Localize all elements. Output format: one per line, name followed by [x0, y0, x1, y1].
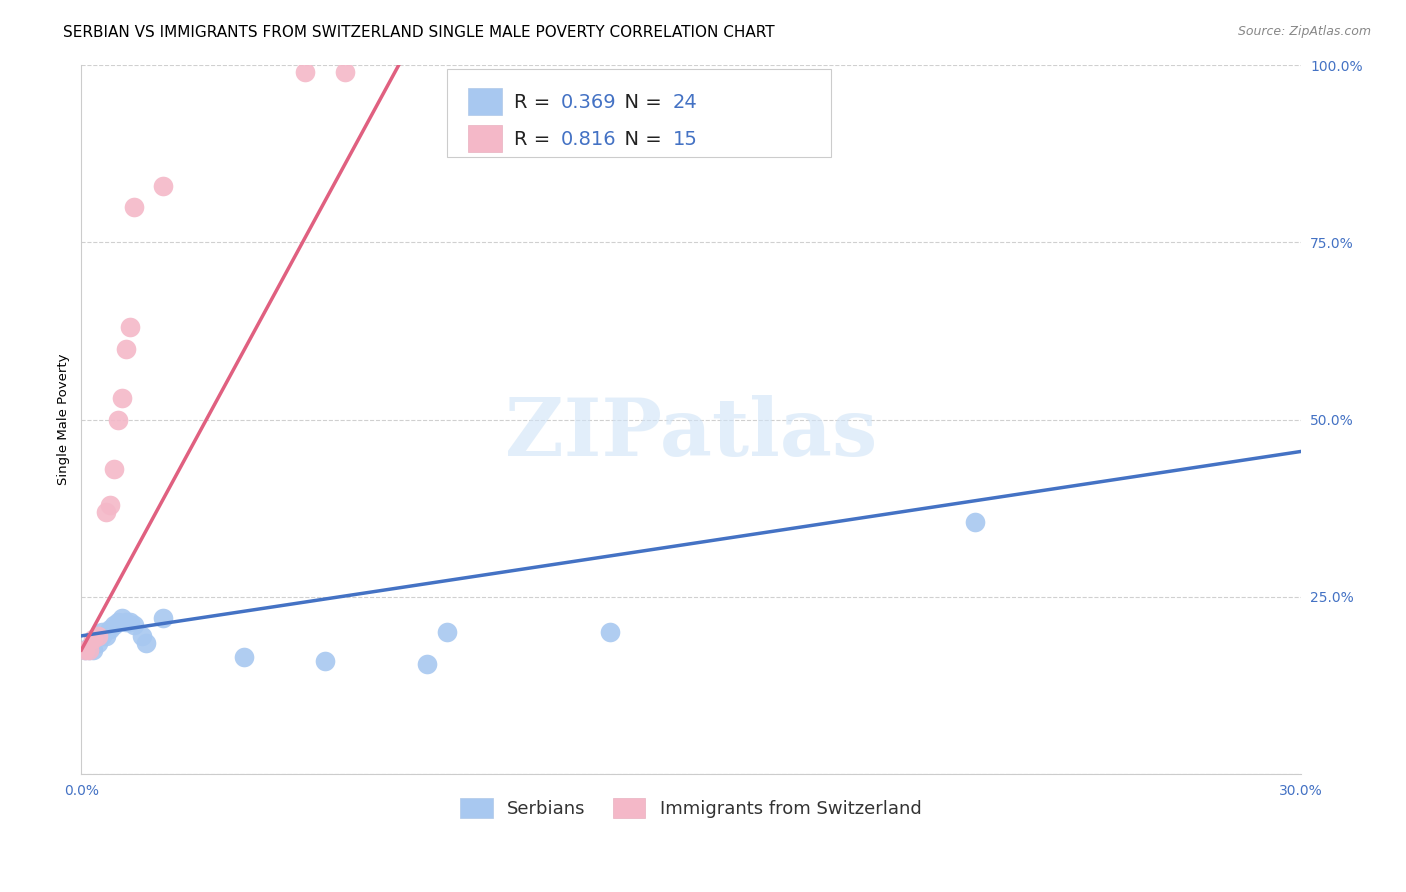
- Point: [103, 618, 125, 632]
- Point: [79, 643, 101, 657]
- Text: Source: ZipAtlas.com: Source: ZipAtlas.com: [1237, 25, 1371, 38]
- Point: [82, 632, 104, 647]
- Text: R =: R =: [515, 129, 557, 149]
- Point: [314, 654, 336, 668]
- Text: 24: 24: [672, 93, 697, 112]
- Y-axis label: Single Male Poverty: Single Male Poverty: [58, 354, 70, 485]
- Point: [135, 636, 157, 650]
- Point: [335, 65, 357, 79]
- Point: [115, 342, 138, 356]
- Text: N =: N =: [612, 93, 668, 112]
- Point: [436, 625, 458, 640]
- Point: [107, 412, 129, 426]
- Point: [232, 650, 254, 665]
- Point: [86, 636, 108, 650]
- Text: ZIPatlas: ZIPatlas: [505, 395, 877, 473]
- Point: [120, 615, 142, 629]
- Text: 0.369: 0.369: [561, 93, 616, 112]
- Point: [111, 392, 134, 406]
- Point: [152, 178, 174, 193]
- Text: 0.816: 0.816: [561, 129, 616, 149]
- Point: [122, 618, 145, 632]
- Point: [152, 611, 174, 625]
- Point: [90, 629, 112, 643]
- Text: N =: N =: [612, 129, 668, 149]
- Point: [965, 516, 987, 530]
- FancyBboxPatch shape: [468, 125, 502, 152]
- Text: 15: 15: [672, 129, 697, 149]
- Point: [82, 643, 104, 657]
- Point: [111, 611, 134, 625]
- Point: [98, 498, 121, 512]
- Point: [75, 643, 97, 657]
- Point: [94, 629, 117, 643]
- Point: [90, 625, 112, 640]
- Point: [131, 629, 153, 643]
- Point: [103, 462, 125, 476]
- Point: [599, 625, 621, 640]
- Point: [79, 640, 101, 654]
- Point: [416, 657, 439, 672]
- FancyBboxPatch shape: [447, 69, 831, 157]
- Point: [75, 643, 97, 657]
- FancyBboxPatch shape: [468, 88, 502, 115]
- Point: [122, 200, 145, 214]
- Point: [86, 629, 108, 643]
- Point: [120, 320, 142, 334]
- Point: [115, 615, 138, 629]
- Text: R =: R =: [515, 93, 557, 112]
- Legend: Serbians, Immigrants from Switzerland: Serbians, Immigrants from Switzerland: [453, 791, 929, 825]
- Point: [79, 643, 101, 657]
- Point: [94, 505, 117, 519]
- Point: [107, 615, 129, 629]
- Text: SERBIAN VS IMMIGRANTS FROM SWITZERLAND SINGLE MALE POVERTY CORRELATION CHART: SERBIAN VS IMMIGRANTS FROM SWITZERLAND S…: [63, 25, 775, 40]
- Point: [294, 65, 316, 79]
- Point: [98, 622, 121, 636]
